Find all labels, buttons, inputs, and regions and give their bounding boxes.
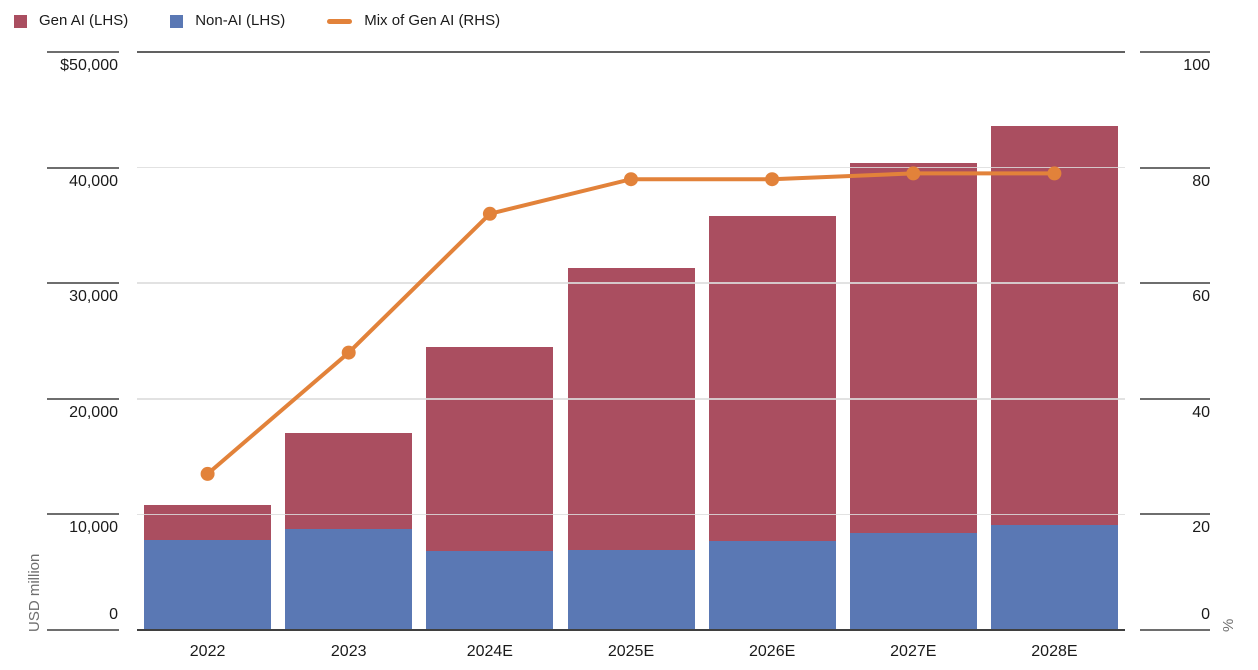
mix-point	[341, 345, 356, 360]
legend-item-gen-ai: Gen AI (LHS)	[14, 10, 128, 32]
bar-gen-ai	[849, 162, 977, 533]
right-axis-tick	[1140, 282, 1210, 285]
mix-point	[1047, 166, 1062, 181]
bar-gen-ai	[990, 125, 1118, 525]
right-axis-tick-label: 60	[1192, 288, 1210, 306]
left-axis-tick	[47, 282, 119, 285]
x-label: 2027E	[890, 643, 937, 660]
left-axis-tick-label: 20,000	[69, 403, 118, 421]
bar-non-ai	[708, 540, 836, 630]
gen-ai-swatch	[14, 14, 27, 28]
mix-point	[200, 466, 215, 481]
non-ai-legend-label: Non-AI (LHS)	[195, 12, 286, 29]
right-axis-tick	[1140, 629, 1210, 631]
gridline	[137, 513, 1125, 516]
left-axis-tick	[47, 513, 119, 516]
x-label: 2025E	[607, 643, 655, 660]
top-rule	[137, 51, 1125, 53]
right-axis-tick-label: 100	[1183, 57, 1210, 74]
x-label: 2024E	[466, 643, 513, 660]
x-label: 2022	[189, 643, 226, 660]
right-axis-tick-label: 20	[1192, 519, 1210, 537]
mix-line-swatch	[327, 18, 353, 24]
x-axis-line	[137, 629, 1125, 631]
left-axis-tick-label: $50,000	[60, 57, 118, 74]
bar-non-ai	[849, 532, 977, 630]
bar-non-ai	[426, 551, 554, 630]
legend-item-mix: Mix of Gen AI (RHS)	[327, 10, 500, 32]
mix-legend-label: Mix of Gen AI (RHS)	[364, 12, 501, 29]
x-label: 2028E	[1031, 643, 1078, 660]
left-axis-tick-label: 30,000	[69, 288, 118, 306]
bar-gen-ai	[708, 216, 836, 541]
left-axis-tick	[47, 51, 119, 53]
left-axis-tick	[47, 397, 119, 400]
gridline	[137, 282, 1125, 284]
left-axis-tick-label: 40,000	[69, 172, 118, 190]
left-axis-tick	[47, 629, 119, 631]
mix-point	[765, 172, 780, 187]
left-axis-tick	[47, 166, 119, 169]
bar-gen-ai	[144, 505, 272, 540]
gridline	[137, 166, 1125, 169]
gridline	[137, 398, 1125, 400]
left-axis-tick-label: 10,000	[69, 519, 118, 537]
x-label: 2023	[330, 643, 367, 660]
non-ai-swatch	[170, 14, 184, 28]
bar-gen-ai	[567, 268, 695, 551]
right-axis-tick-label: 40	[1192, 403, 1210, 421]
bar-non-ai	[567, 550, 695, 630]
bar-gen-ai	[426, 346, 554, 552]
mix-line	[206, 171, 1055, 476]
bar-non-ai	[144, 539, 272, 630]
mix-point	[482, 206, 497, 221]
mix-point	[624, 172, 638, 187]
right-axis-tick	[1140, 513, 1210, 516]
right-axis-tick-label: 0	[1201, 606, 1210, 623]
gen-ai-legend-label: Gen AI (LHS)	[39, 12, 129, 29]
legend-item-non-ai: Non-AI (LHS)	[170, 10, 285, 32]
right-axis-tick	[1140, 51, 1210, 53]
legend: Gen AI (LHS) Non-AI (LHS) Mix of Gen AI …	[14, 10, 500, 32]
right-axis-tick	[1140, 166, 1210, 169]
left-axis-tick-label: 0	[109, 606, 118, 623]
right-axis-tick	[1140, 397, 1210, 400]
right-axis-tick-label: 80	[1192, 172, 1210, 190]
bar-non-ai	[990, 524, 1118, 630]
mix-point	[906, 166, 921, 181]
bar-gen-ai	[285, 433, 413, 530]
bar-non-ai	[285, 529, 413, 630]
x-label: 2026E	[749, 643, 796, 660]
